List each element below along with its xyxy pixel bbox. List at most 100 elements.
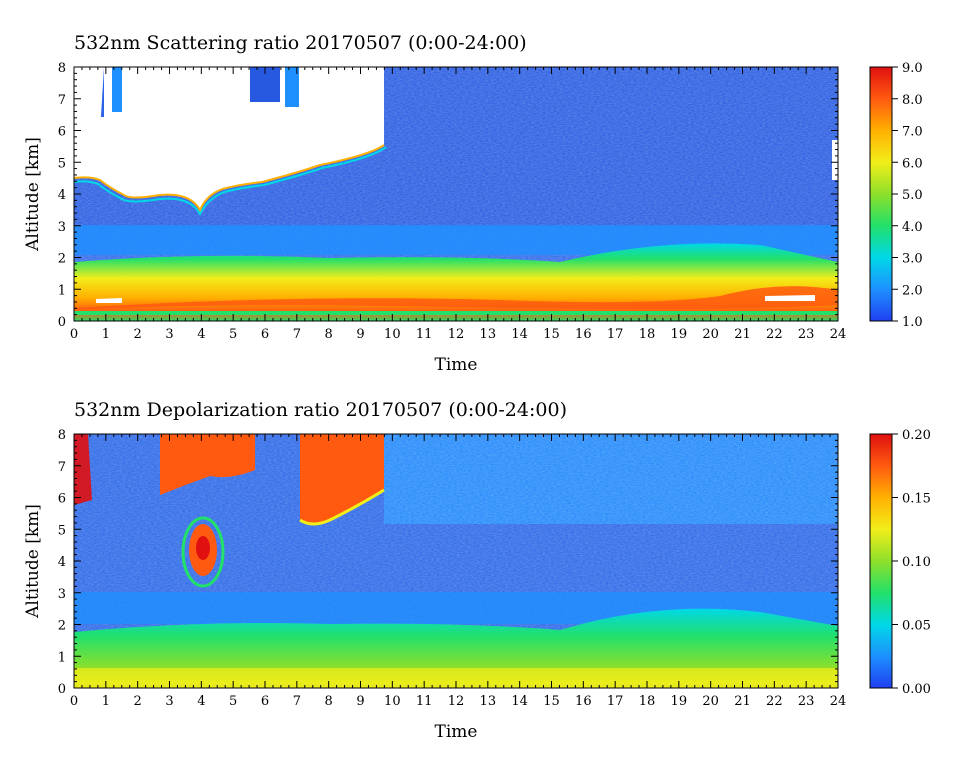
cloud-patch-left: [74, 67, 104, 135]
high-depol-cloud-edge: [299, 488, 385, 526]
y-tick-label: 3: [58, 587, 66, 602]
panel-depolarization: 532nm Depolarization ratio 20170507 (0:0…: [23, 399, 931, 742]
x-tick-label: 22: [766, 327, 783, 342]
colorbar-fill: [870, 67, 892, 321]
x-tick-label: 4: [197, 694, 205, 709]
x-tick-label: 22: [766, 694, 783, 709]
cloud-edge-outer: [73, 146, 387, 217]
boundary-white-right: [765, 295, 815, 301]
colorbar-tick-label: 3.0: [902, 252, 923, 267]
x-tick-label: 19: [671, 327, 688, 342]
y-tick-label: 4: [58, 555, 66, 570]
surface-band: [74, 311, 838, 315]
x-tick-label: 13: [480, 327, 497, 342]
cloud-edge: [73, 144, 385, 213]
y-tick-label: 2: [58, 619, 66, 634]
y-axis: 0 1 2 3 4 5 6 7 8: [58, 428, 838, 697]
x-tick-label: 6: [261, 694, 269, 709]
x-tick-label: 9: [356, 694, 364, 709]
colorbar-tick-label: 1.0: [902, 315, 923, 330]
x-tick-label: 24: [830, 694, 847, 709]
x-tick-label: 7: [293, 694, 301, 709]
x-tick-label: 4: [197, 327, 205, 342]
x-tick-label: 24: [830, 327, 847, 342]
x-tick-label: 16: [575, 327, 592, 342]
x-tick-label: 20: [702, 694, 719, 709]
x-axis-label: Time: [435, 355, 478, 375]
colorbar: 1.0 2.0 3.0 4.0 5.0 6.0 7.0 8.0 9.0: [869, 61, 923, 330]
x-tick-label: 15: [543, 694, 560, 709]
colorbar-ticks: 1.0 2.0 3.0 4.0 5.0 6.0 7.0 8.0 9.0: [892, 61, 923, 330]
y-tick-label: 1: [58, 650, 66, 665]
colorbar-tick-label: 0.20: [902, 428, 931, 443]
colorbar-tick-label: 9.0: [902, 61, 923, 76]
colorbar-tick-label: 6.0: [902, 156, 923, 171]
y-tick-label: 6: [58, 125, 66, 140]
x-tick-label: 21: [734, 327, 751, 342]
right-edge-cloud: [832, 140, 838, 180]
x-tick-label: 1: [102, 694, 110, 709]
y-tick-label: 5: [58, 156, 66, 171]
aerosol-band-red: [74, 286, 838, 310]
x-tick-label: 0: [70, 327, 78, 342]
colorbar-tick-label: 7.0: [902, 125, 923, 140]
x-tick-label: 10: [384, 327, 401, 342]
x-tick-label: 11: [416, 694, 433, 709]
x-tick-label: 18: [639, 694, 656, 709]
y-tick-label: 0: [58, 315, 66, 330]
y-tick-label: 4: [58, 188, 66, 203]
x-tick-label: 2: [134, 694, 142, 709]
colorbar-tick-label: 2.0: [902, 283, 923, 298]
panel-scattering: 532nm Scattering ratio 20170507 (0:00-24…: [23, 32, 923, 375]
x-tick-label: 3: [165, 327, 173, 342]
x-tick-label: 5: [229, 327, 237, 342]
cloud-gap-4: [285, 67, 299, 107]
x-tick-label: 7: [293, 327, 301, 342]
x-tick-label: 17: [607, 327, 624, 342]
y-tick-label: 2: [58, 252, 66, 267]
x-tick-label: 16: [575, 694, 592, 709]
y-tick-label: 8: [58, 428, 66, 443]
left-edge-cloud: [74, 434, 92, 505]
x-tick-label: 11: [416, 327, 433, 342]
colorbar-tick-label: 0.15: [902, 492, 931, 507]
colorbar-ticks: 0.00 0.05 0.10 0.15 0.20: [892, 428, 931, 697]
y-tick-label: 7: [58, 460, 66, 475]
y-tick-label: 8: [58, 61, 66, 76]
x-axis-label: Time: [435, 722, 478, 742]
y-axis: 0 1 2 3 4 5 6 7 8: [58, 61, 838, 330]
x-tick-label: 9: [356, 327, 364, 342]
y-axis-label: Altitude [km]: [23, 504, 43, 619]
x-tick-label: 23: [798, 694, 815, 709]
chart-title: 532nm Depolarization ratio 20170507 (0:0…: [74, 399, 567, 421]
colorbar: 0.00 0.05 0.10 0.15 0.20: [869, 428, 931, 697]
x-tick-label: 18: [639, 327, 656, 342]
x-tick-label: 8: [325, 327, 333, 342]
chart-title: 532nm Scattering ratio 20170507 (0:00-24…: [74, 32, 527, 54]
x-tick-label: 10: [384, 694, 401, 709]
colorbar-tick-label: 4.0: [902, 220, 923, 235]
x-tick-label: 12: [448, 327, 465, 342]
x-tick-label: 17: [607, 694, 624, 709]
x-tick-label: 19: [671, 694, 688, 709]
cloud-gap-2: [112, 67, 122, 112]
boundary-white-left: [96, 298, 122, 303]
high-depol-cloud-2: [160, 434, 255, 495]
y-tick-label: 6: [58, 492, 66, 507]
colorbar-fill: [870, 434, 892, 688]
y-tick-label: 3: [58, 220, 66, 235]
x-tick-label: 14: [511, 694, 528, 709]
y-tick-label: 5: [58, 523, 66, 538]
heatmap-area: [73, 67, 838, 321]
surface-band: [74, 668, 838, 684]
x-axis: 0 1 2 3 4 5 6 7 8 9 10 11 12 13 14 15 16 17 18 19 20 21 22 23 24: [70, 434, 846, 709]
x-tick-label: 12: [448, 694, 465, 709]
y-tick-label: 0: [58, 682, 66, 697]
x-tick-label: 14: [511, 327, 528, 342]
aerosol-plume-halo: [181, 516, 225, 588]
x-tick-label: 2: [134, 327, 142, 342]
x-tick-label: 15: [543, 327, 560, 342]
y-axis-label: Altitude [km]: [23, 137, 43, 252]
cloud-patch-mid: [124, 67, 248, 110]
x-tick-label: 6: [261, 327, 269, 342]
